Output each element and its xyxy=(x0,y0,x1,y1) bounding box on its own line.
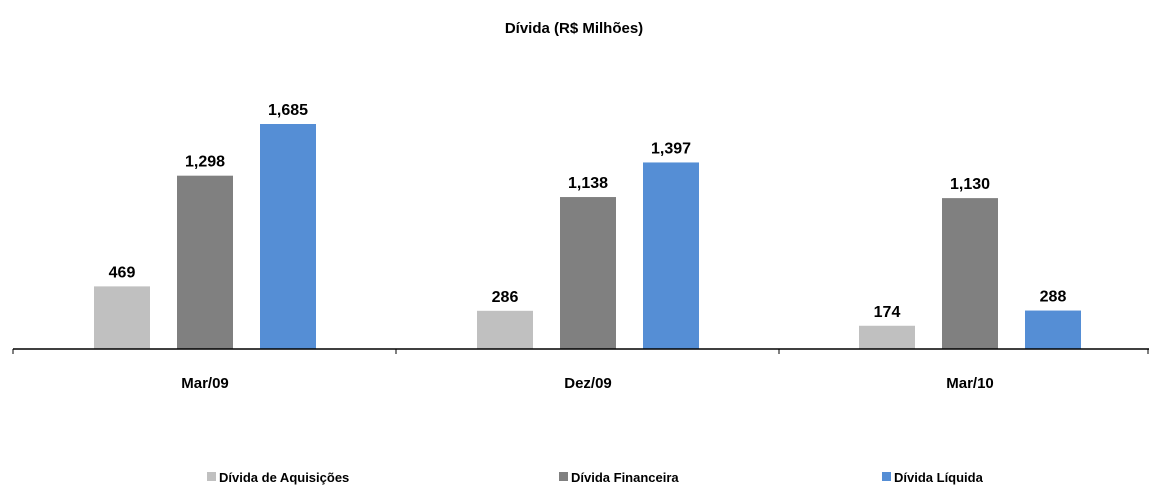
data-label: 1,397 xyxy=(651,140,691,157)
x-tick-label: Dez/09 xyxy=(564,375,612,392)
data-label: 1,298 xyxy=(185,154,225,171)
data-label: 174 xyxy=(874,304,901,321)
bar-divida-liquida-dez-09 xyxy=(643,162,699,349)
data-label: 1,138 xyxy=(568,175,608,192)
legend-swatch xyxy=(882,472,891,481)
legend-swatch xyxy=(207,472,216,481)
bar-divida-financeira-mar-09 xyxy=(177,175,233,349)
x-tick-label: Mar/10 xyxy=(946,375,994,392)
legend-label: Dívida Financeira xyxy=(571,470,679,485)
bar-divida-financeira-mar-10 xyxy=(942,198,998,349)
bar-divida-de-aquisicoes-mar-10 xyxy=(859,325,915,349)
bar-divida-financeira-dez-09 xyxy=(560,197,616,349)
chart-title: Dívida (R$ Milhões) xyxy=(505,20,643,37)
bar-divida-liquida-mar-09 xyxy=(260,124,316,349)
data-label: 1,685 xyxy=(268,102,308,119)
data-label: 288 xyxy=(1040,289,1067,306)
legend-label: Dívida Líquida xyxy=(894,470,984,485)
bar-divida-de-aquisicoes-dez-09 xyxy=(477,310,533,349)
x-tick-label: Mar/09 xyxy=(181,375,229,392)
data-label: 286 xyxy=(492,289,519,306)
data-label: 1,130 xyxy=(950,176,990,193)
legend-swatch xyxy=(559,472,568,481)
bar-divida-de-aquisicoes-mar-09 xyxy=(94,286,150,349)
bar-divida-liquida-mar-10 xyxy=(1025,310,1081,349)
data-label: 469 xyxy=(109,264,136,281)
legend-label: Dívida de Aquisições xyxy=(219,470,349,485)
